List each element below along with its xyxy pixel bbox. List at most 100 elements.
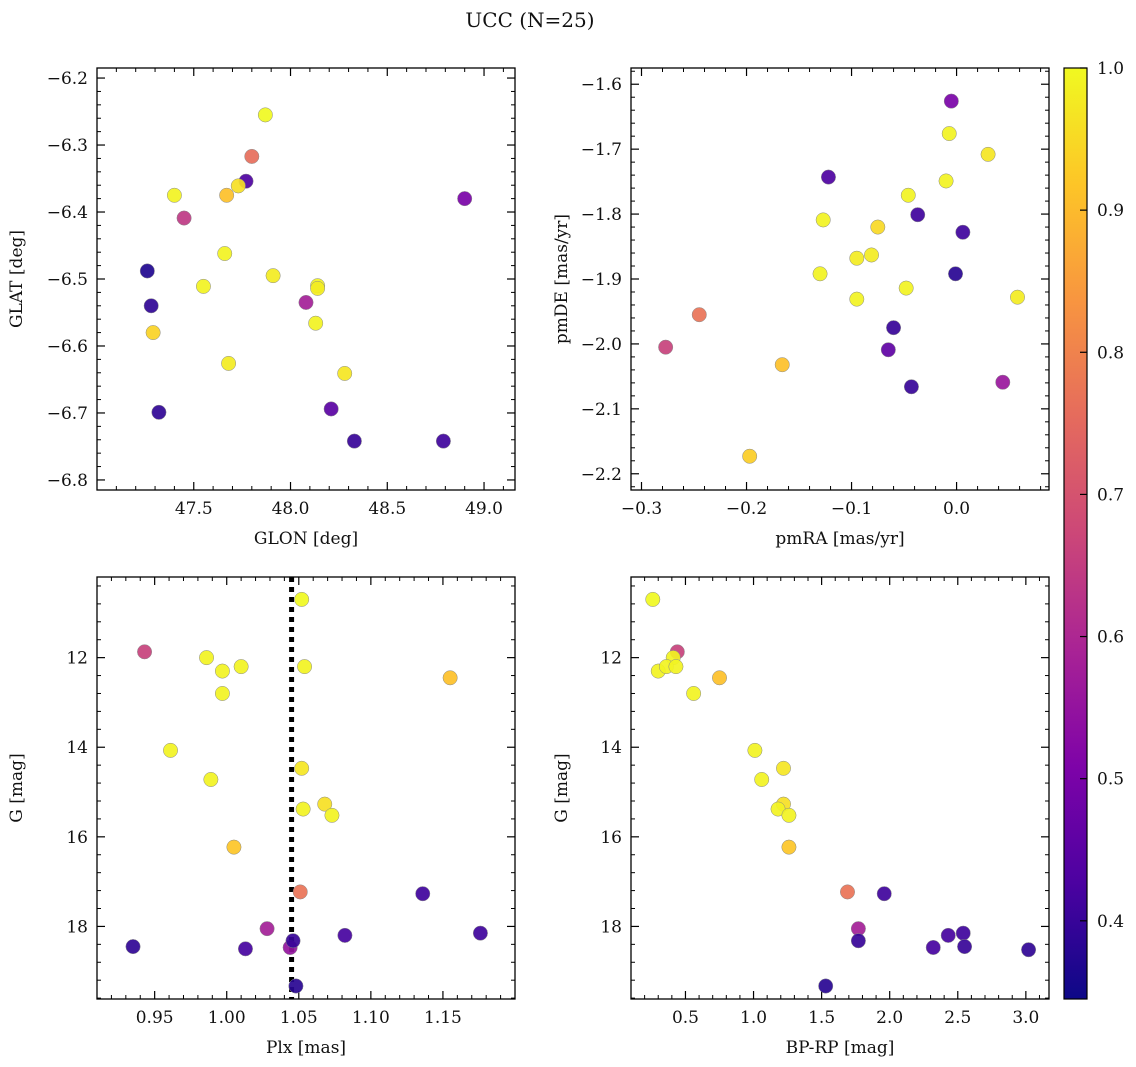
scatter-point	[995, 374, 1011, 390]
panel-plx-g: 0.95 1.00 1.05 1.10 1.15 12 14 16 18 Plx [mas] G […	[7, 576, 516, 1058]
y-tick-label: −6.7	[47, 404, 88, 424]
x-tick-label: 3.0	[1012, 1008, 1039, 1028]
colorbar-tick-label: 0.6	[1097, 628, 1124, 648]
y-tick-label: −2.1	[581, 400, 622, 420]
scatter-point	[137, 644, 153, 660]
y-tick-label: −6.8	[47, 471, 88, 491]
y-tick-label: 12	[66, 649, 88, 669]
scatter-point	[840, 884, 855, 900]
scatter-point	[849, 250, 865, 266]
axes-frame	[630, 67, 1050, 491]
panel-pmra-pmde: −0.3 −0.2 −0.1 0.0 −2.2 −2.1 −2.0 −1.9 −1.8 −1.7 −…	[552, 67, 1050, 549]
scatter-point	[943, 93, 959, 109]
scatter-point	[941, 126, 957, 142]
scatter-point	[324, 807, 340, 823]
y-tick-label: −6.5	[47, 270, 88, 290]
scatter-point	[214, 663, 230, 679]
scatter-point	[776, 760, 791, 776]
y-tick-label: −1.6	[581, 75, 622, 95]
y-axis-label: GLAT [deg]	[7, 230, 27, 328]
colorbar-tick-label: 0.9	[1097, 201, 1124, 221]
scatter-point	[285, 933, 301, 949]
x-tick-label: 48.0	[272, 499, 310, 519]
panels: 47.5 48.0 48.5 49.0 −6.8 −6.7 −6.6 −6.5 −6.4 −6.3…	[7, 67, 1050, 1058]
scatter-point	[294, 760, 310, 776]
scatter-point	[898, 280, 914, 296]
axes-frame	[96, 576, 516, 1000]
y-tick-label: 18	[600, 917, 622, 937]
scatter-point	[219, 187, 235, 203]
x-axis-label: BP-RP [mag]	[786, 1038, 895, 1058]
scatter-point	[288, 978, 304, 994]
x-tick-label: −0.2	[726, 499, 767, 519]
y-tick-label: −1.8	[581, 205, 622, 225]
scatter-point	[297, 659, 313, 675]
scatter-point	[176, 210, 192, 226]
scatter-point	[849, 291, 865, 307]
scatter-point	[925, 940, 941, 955]
scatter-point	[257, 107, 273, 123]
scatter-point	[221, 355, 237, 371]
x-tick-label: 0.5	[672, 1008, 699, 1028]
y-tick-label: 18	[66, 917, 88, 937]
x-tick-label: −0.1	[831, 499, 872, 519]
y-tick-label: −6.6	[47, 337, 88, 357]
scatter-point	[145, 325, 161, 341]
scatter-point	[818, 978, 834, 994]
scatter-point	[940, 927, 956, 943]
scatter-point	[203, 772, 219, 787]
x-tick-label: 2.0	[876, 1008, 903, 1028]
colorbar-tick-label: 0.5	[1097, 770, 1124, 790]
x-tick-label: 47.5	[175, 499, 213, 519]
y-tick-label: 14	[66, 738, 88, 758]
scatter-point	[876, 886, 892, 902]
x-tick-label: 49.0	[465, 499, 503, 519]
scatter-point	[295, 801, 311, 817]
y-tick-label: 16	[600, 828, 622, 848]
colorbar: 0.4 0.5 0.6 0.7 0.8 0.9 1.0	[1063, 59, 1124, 1000]
scatter-point	[955, 224, 971, 240]
scatter-point	[195, 278, 211, 294]
colorbar-tick-label: 0.4	[1097, 912, 1124, 932]
colorbar-tick-label: 0.8	[1097, 343, 1124, 363]
x-tick-label: 1.5	[808, 1008, 835, 1028]
scatter-point	[1010, 289, 1025, 305]
x-tick-label: 1.00	[208, 1008, 246, 1028]
y-axis-label: pmDE [mas/yr]	[552, 214, 572, 344]
scatter-point	[125, 939, 141, 955]
scatter-point	[323, 401, 339, 417]
scatter-point	[812, 266, 828, 282]
scatter-point	[199, 650, 214, 666]
y-tick-label: −6.3	[47, 136, 88, 156]
y-tick-label: −2.2	[581, 465, 622, 485]
scatter-point	[955, 925, 971, 941]
colorbar-tick-label: 1.0	[1097, 59, 1124, 79]
scatter-point	[259, 921, 275, 937]
x-tick-label: 48.5	[368, 499, 406, 519]
scatter-point	[691, 307, 707, 323]
scatter-point	[457, 191, 473, 207]
scatter-point	[754, 772, 770, 787]
scatter-point	[217, 246, 233, 261]
y-tick-label: −6.4	[47, 203, 88, 223]
scatter-point	[337, 365, 353, 381]
scatter-point	[774, 357, 790, 373]
scatter-point	[903, 379, 919, 395]
scatter-point	[948, 266, 963, 282]
scatter-point	[712, 670, 727, 686]
y-tick-label: −6.2	[47, 69, 88, 89]
scatter-point	[472, 925, 488, 941]
x-tick-label: 1.0	[740, 1008, 767, 1028]
scatter-point	[298, 294, 314, 310]
scatter-point	[938, 173, 954, 189]
x-tick-label: 1.05	[280, 1008, 318, 1028]
x-axis-label: Plx [mas]	[266, 1038, 346, 1058]
y-tick-label: −1.9	[581, 270, 622, 290]
x-axis-label: GLON [deg]	[254, 529, 358, 549]
scatter-point	[850, 933, 866, 949]
y-axis-label: G [mag]	[552, 753, 572, 822]
scatter-point	[310, 280, 326, 296]
scatter-point	[442, 670, 458, 686]
scatter-point	[645, 591, 661, 607]
